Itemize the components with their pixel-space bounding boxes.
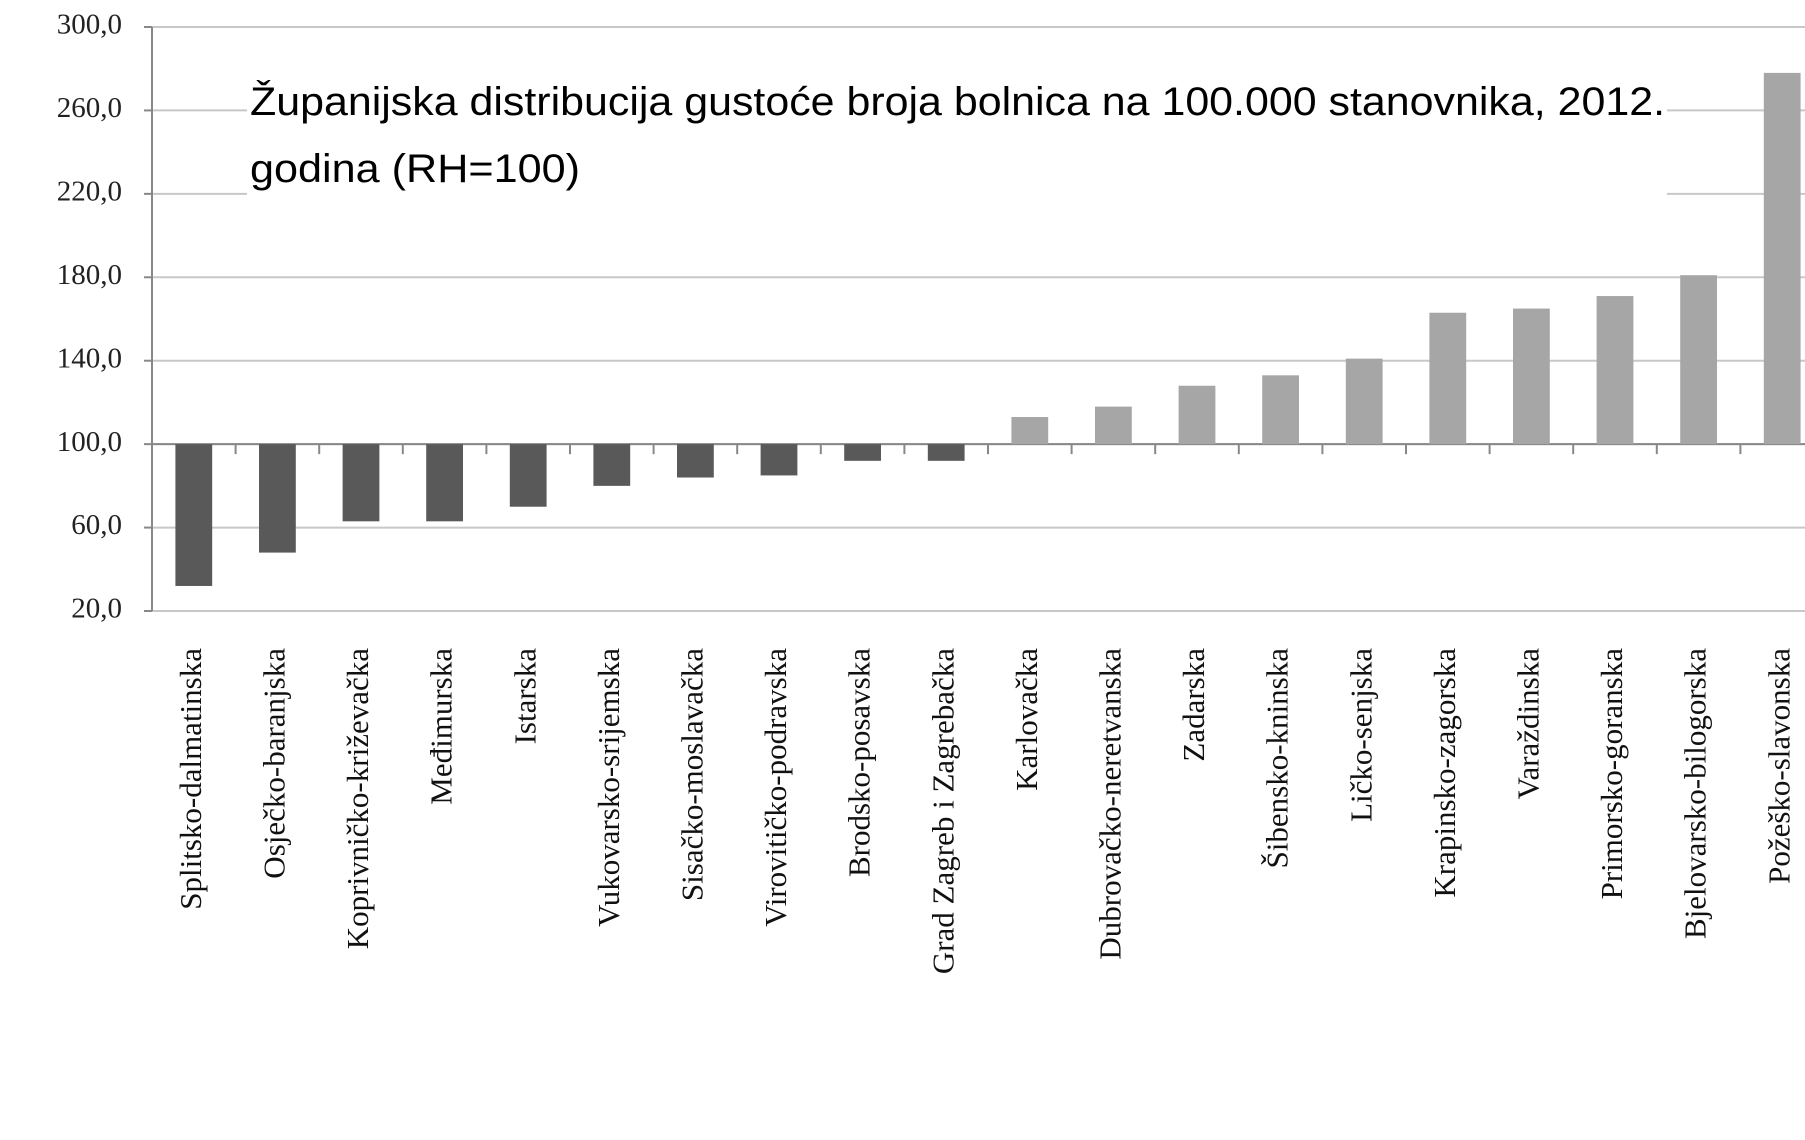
x-tick-label: Brodsko-posavska — [842, 648, 877, 877]
bar — [1011, 417, 1049, 445]
bar — [1095, 406, 1132, 445]
y-tick-label: 180,0 — [57, 259, 122, 291]
x-tick-label: Splitsko-dalmatinska — [173, 648, 208, 910]
x-tick-label: Međimurska — [424, 648, 459, 805]
x-tick-label: Virovitičko-podravska — [758, 648, 793, 927]
y-tick-label: 20,0 — [71, 593, 122, 625]
bar — [426, 444, 463, 522]
x-tick-label: Dubrovačko-neretvanska — [1093, 648, 1128, 960]
bar — [1345, 358, 1383, 445]
bars — [175, 72, 1801, 586]
x-tick-label: Varaždinska — [1511, 648, 1546, 800]
bar — [677, 444, 714, 478]
bar — [175, 444, 213, 586]
x-tick-label: Zadarska — [1176, 648, 1211, 762]
bar — [259, 444, 296, 553]
y-tick-label: 140,0 — [57, 342, 122, 374]
bar — [509, 444, 547, 507]
x-tick-label: Požeško-slavonska — [1761, 648, 1796, 884]
bar — [1178, 385, 1216, 445]
chart-title: godina (RH=100) — [250, 147, 580, 191]
x-tick-label: Ličko-senjska — [1343, 648, 1378, 822]
x-tick-label: Krapinsko-zagorska — [1427, 648, 1462, 898]
bar — [1429, 312, 1467, 445]
y-tick-label: 260,0 — [57, 92, 122, 124]
x-tick-label: Karlovačka — [1009, 648, 1044, 791]
bar — [927, 444, 965, 461]
bar — [593, 444, 631, 486]
x-tick-label: Grad Zagreb i Zagrebačka — [925, 648, 960, 974]
y-tick-label: 220,0 — [57, 176, 122, 208]
x-tick-label: Vukovarsko-srijemska — [591, 648, 626, 927]
bar — [1513, 308, 1550, 445]
x-tick-label: Bjelovarsko-bilogorska — [1678, 648, 1713, 939]
bar — [342, 444, 380, 522]
bar — [1262, 375, 1299, 445]
title-box — [247, 66, 1667, 204]
x-tick-label: Sisačko-moslavačka — [675, 648, 710, 901]
y-tick-label: 60,0 — [71, 509, 122, 541]
bar — [844, 444, 881, 461]
bar — [1680, 275, 1717, 445]
bar — [1596, 296, 1634, 445]
bar — [1763, 72, 1801, 445]
chart-title: Županijska distribucija gustoće broja bo… — [250, 79, 1665, 124]
x-tick-label: Istarska — [507, 648, 542, 745]
x-tick-label: Šibensko-kninska — [1260, 648, 1295, 869]
y-tick-label: 100,0 — [57, 426, 122, 458]
bar — [760, 444, 798, 476]
x-tick-label: Primorsko-goranska — [1594, 648, 1629, 900]
x-tick-label: Osječko-baranjska — [257, 648, 292, 879]
y-tick-label: 300,0 — [57, 9, 122, 41]
x-tick-label: Koprivničko-križevačka — [340, 648, 375, 949]
